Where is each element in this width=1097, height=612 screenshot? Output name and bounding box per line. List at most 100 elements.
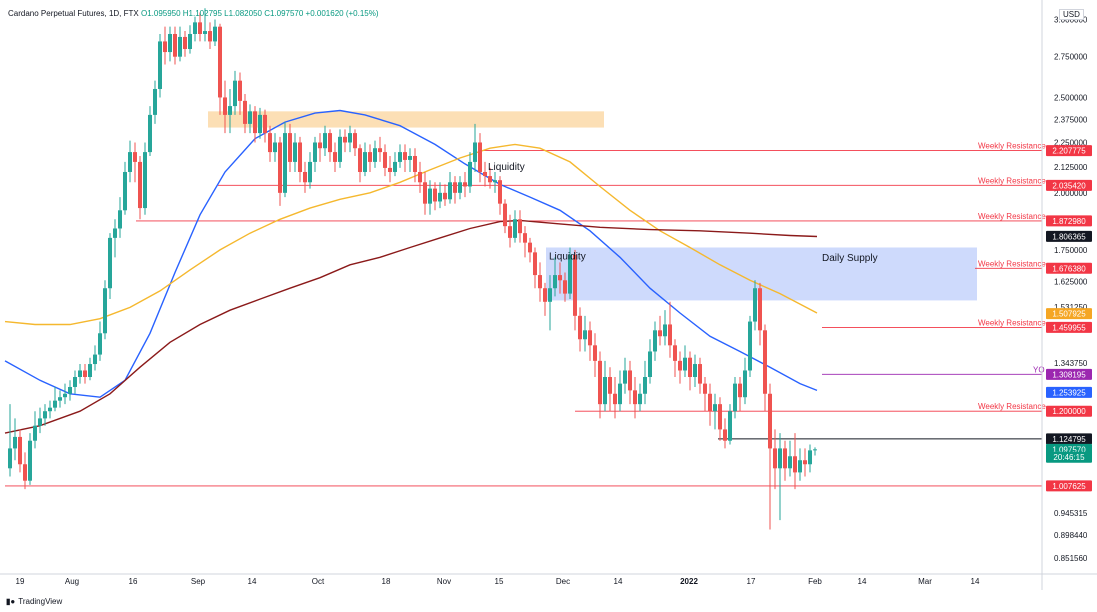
candle-53 — [273, 142, 277, 153]
candle-34 — [178, 36, 182, 57]
candle-133 — [673, 345, 677, 361]
candle-62 — [318, 142, 322, 149]
candle-77 — [393, 161, 397, 172]
candle-54 — [278, 142, 282, 193]
annotations-layer: Liquidity Liquidity Daily Supply — [488, 162, 878, 264]
candle-89 — [453, 182, 457, 193]
candle-92 — [468, 161, 472, 187]
candle-50 — [258, 114, 262, 134]
candle-12 — [68, 386, 72, 394]
candle-126 — [638, 393, 642, 405]
candle-70 — [358, 148, 362, 172]
annotation-0: Liquidity — [488, 162, 525, 173]
candles-layer — [8, 8, 817, 530]
candle-66 — [338, 136, 342, 162]
candle-119 — [603, 376, 607, 405]
candle-121 — [613, 393, 617, 405]
price-label-1: 2.035420 — [1052, 181, 1086, 190]
price-label-13: 1.007625 — [1052, 482, 1086, 491]
y-tick-label-5: 2.250000 — [1054, 138, 1088, 147]
candle-122 — [618, 383, 622, 405]
y-tick-label-2: 2.750000 — [1054, 53, 1088, 62]
x-tick-label-2: 16 — [129, 577, 138, 586]
candle-18 — [98, 333, 102, 355]
price-label-box-7 — [1046, 368, 1092, 380]
candle-7 — [43, 411, 47, 419]
candle-110 — [558, 275, 562, 281]
candle-82 — [418, 171, 422, 183]
price-labels-layer: 2.207775 2.035420 1.872980 1.806365 1.676380… — [1046, 145, 1092, 492]
candle-108 — [548, 288, 552, 302]
y-tick-label-8: 1.750000 — [1054, 246, 1088, 255]
candle-40 — [208, 31, 212, 42]
candle-38 — [198, 22, 202, 34]
candle-2 — [18, 436, 22, 465]
candle-49 — [253, 111, 257, 134]
candle-41 — [213, 26, 217, 42]
candle-131 — [663, 324, 667, 337]
candle-85 — [433, 188, 437, 202]
price-label-6: 1.459955 — [1052, 323, 1086, 332]
candle-99 — [503, 203, 507, 227]
price-label-12: 20:46:15 — [1053, 453, 1085, 462]
y-tick-label-7: 2.000000 — [1054, 189, 1088, 198]
candle-115 — [583, 330, 587, 340]
candle-112 — [568, 254, 572, 294]
candle-113 — [573, 254, 577, 316]
candle-145 — [733, 383, 737, 412]
candle-129 — [653, 330, 657, 352]
axes-layer: 3.2500003.0000002.7500002.5000002.375000… — [0, 0, 1097, 590]
candle-47 — [243, 100, 247, 124]
candle-141 — [713, 404, 717, 412]
x-tick-label-6: 18 — [382, 577, 391, 586]
candle-45 — [233, 80, 237, 107]
chart-title: Cardano Perpetual Futures, 1D, FTX — [8, 9, 139, 18]
candle-32 — [168, 33, 172, 53]
candle-109 — [553, 275, 557, 289]
candle-103 — [523, 233, 527, 243]
currency-button[interactable]: USD — [1059, 9, 1084, 20]
y-tick-label-13: 0.898440 — [1054, 531, 1088, 540]
x-tick-label-7: Nov — [437, 577, 451, 586]
candle-125 — [633, 390, 637, 405]
candle-101 — [513, 219, 517, 238]
candle-11 — [63, 393, 67, 398]
level-label-4: Weekly Resistance — [978, 318, 1046, 327]
candle-107 — [543, 288, 547, 302]
ohlc-readout: O1.095950 H1.102795 L1.082050 C1.097570 … — [140, 9, 379, 18]
candle-105 — [533, 252, 537, 276]
candle-33 — [173, 33, 177, 57]
candle-43 — [223, 97, 227, 115]
candle-111 — [563, 280, 567, 294]
candle-93 — [473, 142, 477, 162]
candle-118 — [598, 360, 602, 405]
candle-86 — [438, 192, 442, 202]
price-label-box-9 — [1046, 405, 1092, 417]
candle-25 — [133, 152, 137, 162]
candle-137 — [693, 364, 697, 377]
candle-123 — [623, 370, 627, 384]
price-label-box-3 — [1046, 230, 1092, 242]
x-tick-label-8: 15 — [495, 577, 504, 586]
x-tick-label-3: Sep — [191, 577, 206, 586]
candle-157 — [793, 456, 797, 473]
y-tick-label-10: 1.531250 — [1054, 303, 1088, 312]
candle-74 — [378, 148, 382, 153]
candle-136 — [688, 357, 692, 377]
x-tick-label-13: Feb — [808, 577, 822, 586]
price-label-box-2 — [1046, 215, 1092, 227]
candle-59 — [303, 171, 307, 183]
candle-39 — [203, 31, 207, 34]
price-label-7: 1.308195 — [1052, 370, 1086, 379]
candle-52 — [268, 133, 272, 153]
candle-128 — [648, 351, 652, 377]
candle-68 — [348, 133, 352, 143]
candle-3 — [23, 464, 27, 481]
candle-63 — [323, 133, 327, 149]
candle-36 — [188, 33, 192, 49]
candle-83 — [423, 182, 427, 204]
x-tick-label-11: 2022 — [680, 577, 698, 586]
candle-87 — [443, 192, 447, 200]
candle-29 — [153, 88, 157, 115]
